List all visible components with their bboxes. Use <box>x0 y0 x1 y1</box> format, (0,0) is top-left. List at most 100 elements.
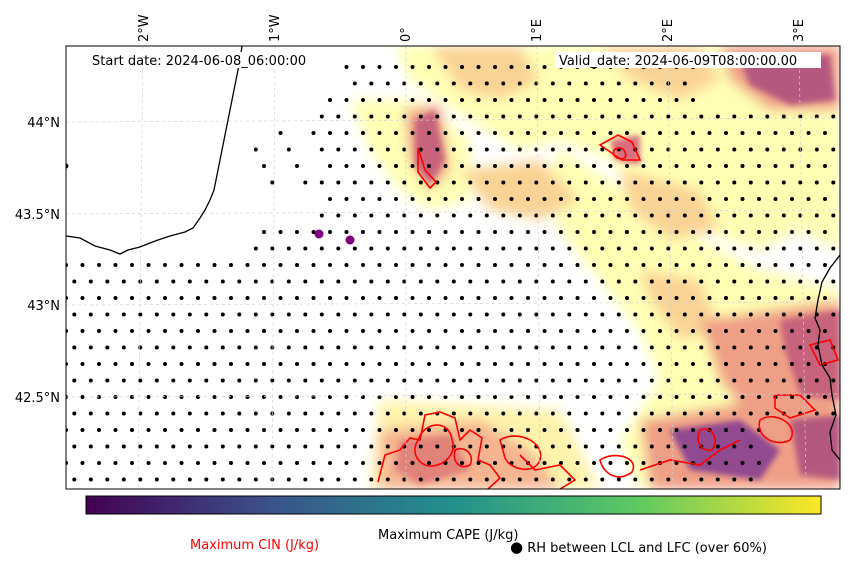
rh-dot <box>583 180 588 185</box>
rh-legend-label: RH between LCL and LFC (over 60%) <box>527 541 767 556</box>
rh-dot <box>699 411 704 416</box>
rh-dot <box>97 461 101 465</box>
rh-dot <box>328 197 332 201</box>
rh-dot <box>616 213 621 218</box>
rh-dot <box>418 180 423 185</box>
rh-dot <box>765 312 770 317</box>
rh-dot <box>625 329 629 333</box>
rh-dot <box>658 98 662 102</box>
rh-dot <box>451 246 456 251</box>
rh-dot <box>616 81 621 86</box>
rh-dot <box>616 312 621 317</box>
rh-dot <box>369 444 374 449</box>
rh-dot <box>303 378 308 383</box>
rh-dot <box>658 263 662 267</box>
rh-dot <box>526 263 530 267</box>
rh-dot <box>501 246 506 251</box>
rh-dot <box>468 312 473 317</box>
rh-dot <box>625 395 629 399</box>
rh-dot <box>773 230 778 234</box>
rh-dot <box>394 65 398 69</box>
rh-dot <box>443 164 448 168</box>
rh-dot <box>303 312 308 317</box>
rh-dot <box>534 81 539 86</box>
rh-dot <box>460 395 464 399</box>
rh-dot <box>724 197 728 201</box>
rh-dot <box>303 246 308 251</box>
rh-dot <box>385 345 390 350</box>
rh-dot <box>394 362 398 366</box>
rh-dot <box>130 395 134 399</box>
rh-dot <box>724 296 728 300</box>
rh-dot <box>484 213 489 218</box>
rh-dot <box>262 263 266 267</box>
rh-dot <box>336 279 341 284</box>
rh-dot <box>625 263 629 267</box>
rh-dot <box>121 345 126 350</box>
rh-dot <box>600 246 605 251</box>
rh-dot <box>435 81 440 86</box>
rh-dot <box>319 477 324 482</box>
rh-dot <box>418 378 423 383</box>
rh-dot <box>509 98 514 102</box>
rh-dot <box>748 477 753 482</box>
rh-dot <box>823 329 827 333</box>
rh-dot <box>97 329 101 333</box>
rh-dot <box>509 197 514 201</box>
rh-dot <box>831 312 836 317</box>
rh-dot <box>468 81 473 86</box>
rh-dot <box>138 345 143 350</box>
rh-dot <box>460 329 464 333</box>
rh-dot <box>633 378 638 383</box>
rh-dot <box>550 345 555 350</box>
rh-dot <box>270 246 275 251</box>
rh-dot <box>748 444 753 449</box>
rh-dot <box>814 147 819 152</box>
rh-dot <box>633 312 638 317</box>
rh-dot <box>732 411 737 416</box>
rh-dot <box>72 444 77 449</box>
rh-dot <box>633 444 638 449</box>
rh-dot <box>154 477 159 482</box>
rh-dot <box>443 362 448 366</box>
rh-dot <box>377 230 382 234</box>
rh-dot <box>270 345 275 350</box>
rh-dot <box>361 296 365 300</box>
rh-dot <box>682 213 687 218</box>
rh-dot <box>616 378 621 383</box>
rh-dot <box>295 428 299 432</box>
rh-dot <box>352 81 357 86</box>
rh-dot <box>278 428 283 432</box>
rh-dot <box>682 312 687 317</box>
rh-dot <box>253 147 258 152</box>
rh-dot <box>534 378 539 383</box>
rh-dot <box>410 98 415 102</box>
rh-dot <box>121 444 126 449</box>
rh-dot <box>658 296 662 300</box>
rh-dot <box>146 263 151 267</box>
rh-dot <box>443 329 448 333</box>
rh-dot <box>204 444 209 449</box>
rh-dot <box>352 279 357 284</box>
rh-dot <box>295 296 299 300</box>
rh-dot <box>336 180 341 185</box>
rh-dot <box>633 411 638 416</box>
rh-dot <box>493 65 497 69</box>
rh-dot <box>691 296 695 300</box>
rh-dot <box>468 246 473 251</box>
rh-dot <box>641 98 646 102</box>
rh-dot <box>229 329 233 333</box>
rh-dot <box>402 279 407 284</box>
rh-dot <box>196 263 200 267</box>
rh-dot <box>361 461 365 465</box>
rh-dot <box>542 263 547 267</box>
rh-dot <box>699 147 704 152</box>
rh-dot <box>451 213 456 218</box>
rh-dot <box>534 312 539 317</box>
rh-dot <box>352 411 357 416</box>
rh-dot <box>476 164 481 168</box>
lon-tick-label: 0° <box>399 27 414 42</box>
rh-dot <box>814 378 819 383</box>
rh-dot <box>649 444 654 449</box>
rh-dot <box>394 263 398 267</box>
